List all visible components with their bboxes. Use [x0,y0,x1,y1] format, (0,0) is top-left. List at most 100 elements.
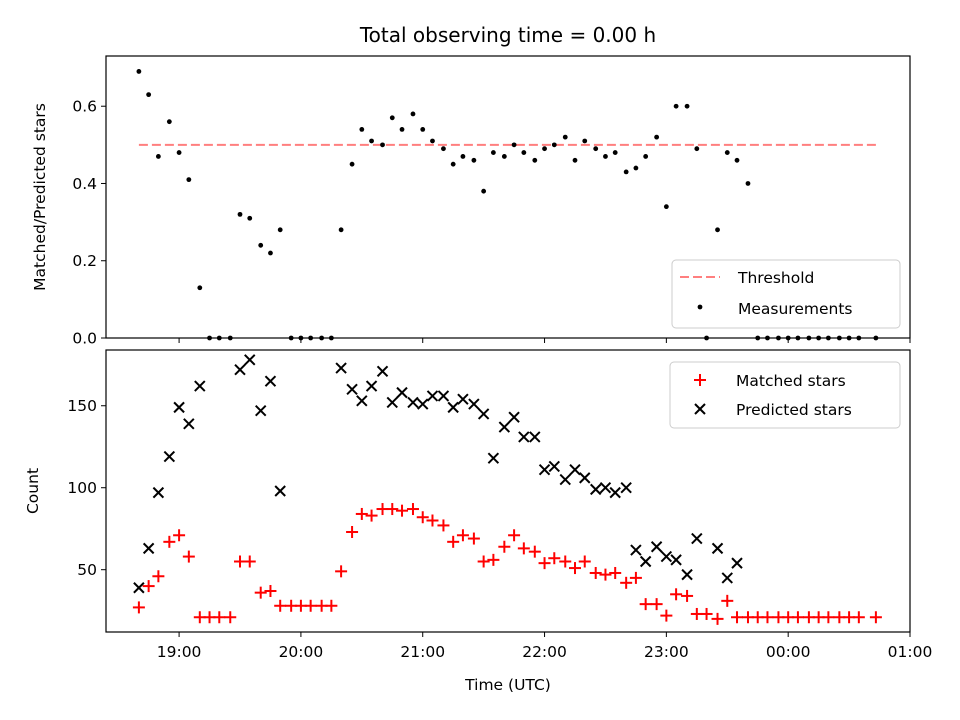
matched-star-point [528,545,541,558]
predicted-star-point [538,463,551,476]
matched-star-point [456,529,469,542]
measurement-point [623,169,629,175]
matched-star-point [152,570,165,583]
matched-star-point [426,514,439,527]
matched-star-point [609,566,622,579]
matched-star-point [467,532,480,545]
measurement-point [490,150,496,155]
matched-star-point [304,599,317,612]
predicted-star-point [468,398,480,410]
measurement-point [612,150,618,155]
matched-star-point [182,550,195,563]
predicted-star-point [264,375,277,387]
matched-star-point [132,601,145,614]
matched-star-point [620,576,633,589]
predicted-star-point [711,542,724,555]
measurement-point [562,134,568,140]
matched-star-point [437,519,450,532]
matched-star-point [791,611,804,624]
predicted-star-point [670,554,682,566]
matched-star-point [264,585,277,598]
matched-star-point [761,611,774,624]
matched-star-point [559,555,572,568]
measurement-point [349,161,355,167]
measurement-point [237,211,243,217]
predicted-star-point [579,472,591,484]
predicted-star-point [529,431,541,443]
ratio-y-axis-label: Matched/Predicted stars [31,103,49,291]
matched-star-point [396,504,409,517]
predicted-star-point [721,572,733,584]
matched-star-point [335,565,348,578]
matched-star-point [578,555,591,568]
measurement-point [247,215,253,221]
measurement-point [542,146,547,152]
predicted-star-point [194,380,206,392]
predicted-star-point [457,393,469,405]
predicted-star-point [660,550,673,563]
measurement-point [532,157,538,163]
measurement-point [136,69,142,74]
predicted-star-point [639,555,652,568]
predicted-star-point [396,386,408,399]
measurement-point [572,157,578,163]
predicted-star-point [590,483,602,496]
matched-star-point [548,552,561,565]
legend-measurements-swatch [697,304,703,310]
count-x-tick-label: 21:00 [400,643,445,661]
count-x-tick-label: 00:00 [766,643,811,661]
matched-star-point [731,611,744,624]
count-panel: 50 100 150 19:00 20:00 21:00 22:00 23:00 00:00 01… [24,349,932,694]
legend-predicted-label: Predicted stars [736,401,852,419]
measurement-point [268,250,273,256]
predicted-star-point [609,486,621,499]
count-y-tick-label: 100 [67,479,97,497]
measurement-point [643,154,649,159]
legend-predicted-swatch [694,403,706,415]
count-y-tick-label: 150 [67,397,97,415]
predicted-star-point [559,473,571,486]
count-x-tick-label: 23:00 [644,643,689,661]
matched-star-point [254,586,267,599]
x-axis-label: Time (UTC) [464,676,551,694]
predicted-star-point [255,404,267,417]
matched-star-point [142,580,155,593]
count-y-axis-label: Count [24,468,42,514]
predicted-star-point [386,396,398,409]
matched-star-point [721,594,734,607]
predicted-star-point [681,568,693,581]
ratio-y-tick-label: 0.4 [72,175,97,193]
predicted-star-point [244,354,256,366]
matched-star-point [346,525,359,538]
matched-star-point [325,599,338,612]
measurement-point [734,157,740,163]
predicted-star-point [163,450,176,463]
matched-star-point [406,503,419,516]
matched-star-point [224,611,237,624]
measurement-point [186,177,192,183]
measurement-point [389,115,395,121]
predicted-star-point [599,482,612,494]
predicted-star-point [620,482,632,494]
matched-star-point [355,507,368,520]
ratio-y-tick-label: 0.2 [72,252,97,270]
matched-star-point [660,609,673,622]
count-x-tick-label: 22:00 [522,643,567,661]
measurement-point [277,227,283,233]
ratio-plot-frame [105,55,911,339]
predicted-star-point [569,463,581,476]
predicted-star-point [508,411,520,423]
predicted-star-point [346,383,358,396]
measurement-point [471,157,477,163]
matched-star-point [163,535,176,548]
measurement-point [430,138,435,144]
measurement-point [684,103,690,109]
measurement-point [511,142,517,148]
matched-star-point [852,611,865,624]
measurement-point [369,138,374,144]
measurement-point [603,154,608,159]
matched-star-point [700,607,713,620]
predicted-star-point [518,431,530,443]
measurement-point [359,126,365,132]
measurement-point [155,154,161,159]
